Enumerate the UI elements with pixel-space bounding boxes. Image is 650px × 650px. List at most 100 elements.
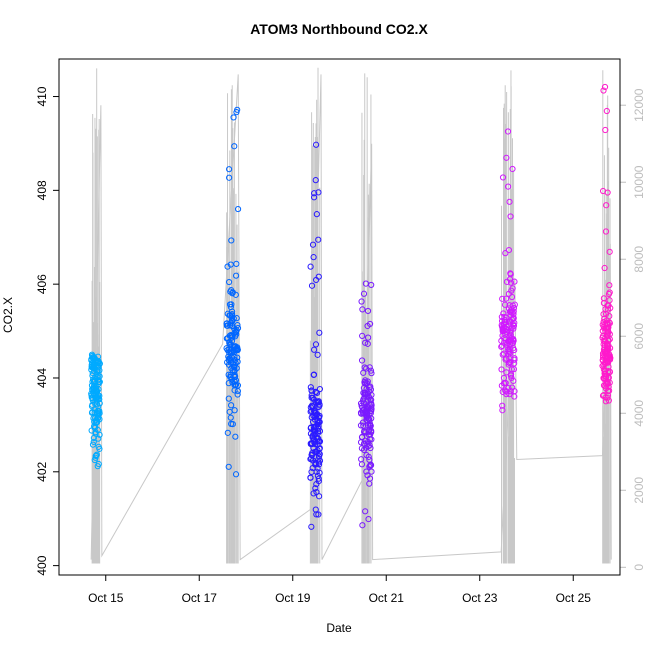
data-point [603,317,610,324]
data-point [368,396,375,403]
y2-tick-label: 10000 [632,165,646,199]
data-point [358,357,366,364]
data-point [499,402,506,409]
data-point [96,445,103,453]
data-point [359,522,366,529]
data-point [499,351,506,358]
data-point [602,398,610,405]
data-point [365,515,372,523]
data-point [229,323,236,330]
data-point [312,449,320,456]
data-point [510,314,517,322]
data-point [361,379,368,386]
chart-title: ATOM3 Northbound CO2.X [250,21,428,37]
data-point [228,337,236,345]
data-point [91,456,98,464]
x-tick-label: Oct 17 [182,591,218,605]
data-point [508,374,515,381]
grey-track-line [90,74,612,561]
data-point [228,312,235,319]
data-point [507,279,515,286]
x-tick-label: Oct 21 [369,591,405,605]
data-point [360,428,368,436]
data-point [314,351,321,358]
data-point [307,474,314,481]
data-point [358,298,365,305]
data-point [312,506,319,513]
data-point [504,128,512,135]
data-point [509,165,516,173]
y-tick-label: 410 [35,86,49,106]
data-point [501,327,508,334]
data-point [231,143,238,150]
data-point [88,382,96,389]
data-point [360,369,367,376]
y2-tick-label: 4000 [632,400,646,427]
y2-tick-label: 12000 [632,88,646,122]
data-point [308,392,315,399]
data-point [601,83,609,91]
data-point [231,363,238,370]
data-point [499,407,506,414]
data-point [500,324,507,331]
data-point [358,410,365,417]
data-point [95,435,102,442]
data-point [313,211,320,218]
data-point [228,287,235,294]
data-point [315,475,322,482]
data-point [363,452,370,459]
data-point [310,254,317,261]
data-point [503,388,510,395]
data-point [230,114,237,121]
data-point [309,465,316,472]
data-point [366,426,373,433]
data-point [314,428,322,435]
y2-tick-label: 6000 [632,323,646,350]
data-point [606,331,613,338]
data-point [309,241,317,248]
data-point [605,370,612,377]
data-point [227,261,234,268]
data-point [310,194,318,201]
data-point [603,107,610,115]
x-tick-label: Oct 23 [462,591,498,605]
data-point [89,395,96,402]
data-point [227,349,234,356]
data-point [232,433,239,440]
data-point [499,295,506,302]
data-point [310,371,318,378]
data-point [225,357,233,364]
data-point [600,295,608,302]
data-point [602,394,609,401]
data-point [226,166,233,173]
data-point [501,317,509,324]
data-point [312,388,319,395]
data-point [226,355,234,362]
data-point [510,321,517,328]
data-point [511,360,518,367]
x-tick-label: Oct 15 [88,591,124,605]
data-point [312,341,320,348]
data-point [363,468,370,475]
data-point [96,367,103,374]
data-point [96,360,103,367]
data-point [308,523,315,530]
data-point [367,367,375,374]
data-point [315,453,323,460]
data-point [500,350,507,357]
data-point [92,401,99,408]
data-point [603,353,611,360]
data-point [95,410,102,417]
data-point [232,471,240,478]
data-point [360,384,368,392]
data-point [505,183,512,190]
data-point [315,425,322,432]
data-point [361,364,368,371]
data-point [362,280,370,287]
y-tick-label: 408 [35,180,49,200]
data-point [601,264,608,272]
data-point [510,377,517,385]
data-point [234,391,241,398]
data-point [502,250,509,257]
